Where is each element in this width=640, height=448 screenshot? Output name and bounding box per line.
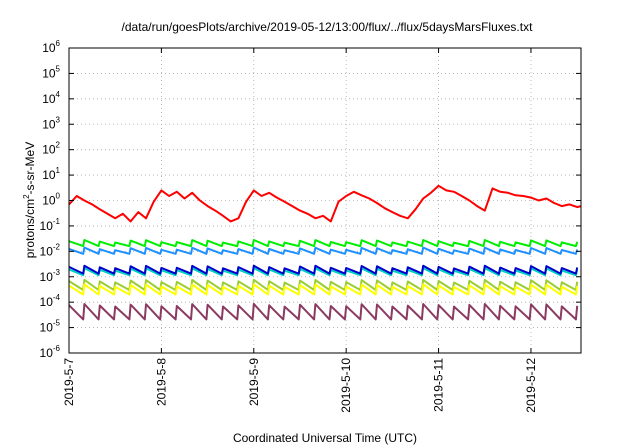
y-tick-label: 10-2 [40, 242, 61, 258]
y-tick-label: 10-6 [40, 344, 61, 360]
series-line-6 [68, 283, 579, 296]
y-tick-base: 10 [40, 295, 54, 309]
y-tick-base: 10 [42, 168, 56, 182]
y-tick-label: 106 [42, 39, 60, 55]
y-axis-title-exponent: 2 [22, 194, 31, 199]
y-tick-base: 10 [42, 66, 56, 80]
y-tick-exponent: -6 [53, 344, 61, 353]
y-tick-exponent: -2 [53, 242, 61, 251]
y-tick-exponent: 4 [56, 90, 61, 99]
y-tick-exponent: -3 [53, 268, 61, 277]
y-axis-ticks: 10-610-510-410-310-210-11001011021031041… [40, 39, 581, 360]
y-tick-base: 10 [42, 92, 56, 106]
series-line-1 [68, 239, 579, 248]
y-tick-exponent: -5 [53, 319, 61, 328]
y-axis-title-base: protons/cm [23, 199, 37, 258]
y-tick-label: 101 [42, 166, 60, 182]
y-tick-base: 10 [40, 244, 54, 258]
y-tick-base: 10 [42, 143, 56, 157]
y-tick-base: 10 [40, 321, 54, 335]
y-tick-exponent: -1 [53, 217, 61, 226]
y-tick-exponent: 5 [56, 64, 61, 73]
series-line-7 [68, 302, 579, 321]
y-axis-title: protons/cm2-s-sr-MeV [22, 142, 37, 258]
y-tick-exponent: -4 [53, 293, 61, 302]
y-tick-base: 10 [40, 219, 54, 233]
y-tick-label: 10-4 [40, 293, 61, 309]
x-tick-label: 2019-5-11 [432, 358, 446, 412]
y-tick-exponent: 1 [56, 166, 61, 175]
y-axis-title-suffix: -s-sr-MeV [23, 142, 37, 195]
series-line-3 [68, 267, 579, 277]
chart-title: /data/run/goesPlots/archive/2019-05-12/1… [122, 20, 534, 34]
series-line-2 [68, 246, 579, 255]
y-tick-base: 10 [42, 194, 56, 208]
series-line-0 [68, 184, 582, 223]
y-tick-label: 103 [42, 115, 60, 131]
y-tick-label: 104 [42, 90, 60, 106]
series-line-4 [68, 264, 579, 275]
x-tick-label: 2019-5-10 [339, 358, 353, 413]
y-tick-base: 10 [42, 117, 56, 131]
y-tick-base: 10 [42, 41, 56, 55]
x-tick-label: 2019-5-8 [154, 358, 168, 406]
x-axis-ticks: 2019-5-7 2019-5-8 2019-5-9 2019-5-10 2019-5-… [62, 48, 538, 413]
x-tick-label: 2019-5-7 [62, 358, 76, 406]
y-tick-label: 105 [42, 64, 60, 80]
y-tick-exponent: 0 [56, 192, 61, 201]
series-lines [68, 184, 582, 321]
y-tick-exponent: 6 [56, 39, 61, 48]
y-tick-label: 10-3 [40, 268, 61, 284]
y-tick-label: 102 [42, 141, 60, 157]
y-tick-label: 10-5 [40, 319, 61, 335]
y-tick-label: 10-1 [40, 217, 61, 233]
x-axis-title: Coordinated Universal Time (UTC) [233, 431, 417, 445]
y-tick-exponent: 2 [56, 141, 61, 150]
y-tick-base: 10 [40, 270, 54, 284]
y-tick-base: 10 [40, 346, 54, 360]
y-tick-exponent: 3 [56, 115, 61, 124]
x-tick-label: 2019-5-9 [247, 358, 261, 406]
x-tick-label: 2019-5-12 [524, 358, 538, 413]
y-tick-label: 100 [42, 192, 60, 208]
